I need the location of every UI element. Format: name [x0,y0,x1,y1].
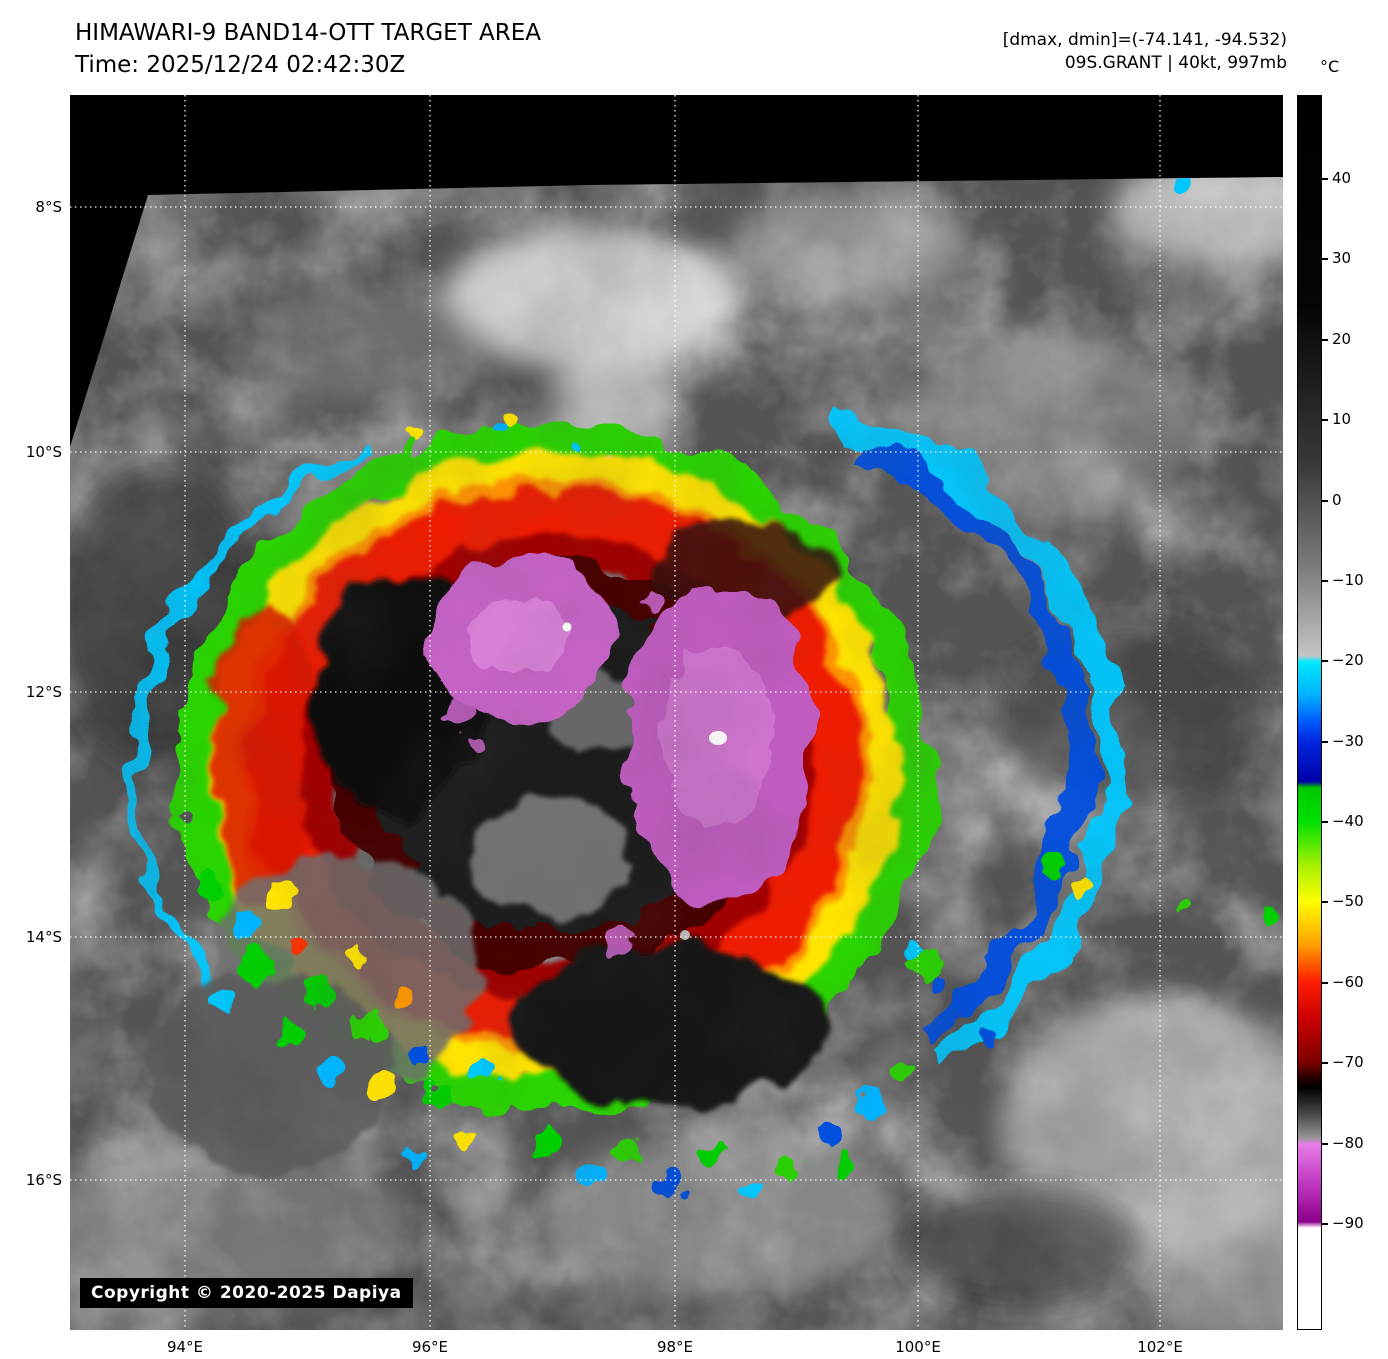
lon-label: 98°E [656,1338,694,1356]
colorbar-tick-label: −10 [1332,571,1364,589]
colorbar-gradient [1297,95,1322,1330]
colorbar-tick-label: 40 [1332,169,1352,187]
gridlines [70,95,1283,1330]
header-right: [dmax, dmin]=(-74.141, -94.532) 09S.GRAN… [1003,29,1287,75]
lat-label: 10°S [25,443,62,461]
product-title: HIMAWARI-9 BAND14-OTT TARGET AREA [75,20,542,46]
colorbar-tick-label: −30 [1332,732,1364,750]
storm-info: 09S.GRANT | 40kt, 997mb [1064,53,1287,73]
colorbar-tick-label: −80 [1332,1134,1364,1152]
colorbar-tick-label: −60 [1332,973,1364,991]
colorbar-tick-label: 30 [1332,249,1352,267]
lon-label: 102°E [1137,1338,1183,1356]
colorbar-tick-label: −20 [1332,651,1364,669]
colorbar-unit: °C [1320,57,1340,76]
lon-label: 96°E [411,1338,449,1356]
lat-label: 16°S [25,1171,62,1189]
satellite-image: Copyright © 2020-2025 Dapiya [70,95,1283,1330]
colorbar-tick-label: −70 [1332,1053,1364,1071]
colorbar-tick-label: −50 [1332,892,1364,910]
copyright-watermark: Copyright © 2020-2025 Dapiya [80,1278,413,1308]
satellite-canvas [70,95,1283,1330]
colorbar-tick-label: −90 [1332,1214,1364,1232]
colorbar-tick-label: 20 [1332,330,1352,348]
timestamp: Time: 2025/12/24 02:42:30Z [75,52,406,78]
colorbar: 40 30 20 10 0 −10 −20 −30 −40 −50 −60 −7… [1297,95,1387,1330]
colorbar-tick-label: 10 [1332,410,1352,428]
lat-label: 12°S [25,683,62,701]
lon-label: 100°E [895,1338,941,1356]
lat-label: 14°S [25,928,62,946]
colorbar-tick-label: 0 [1332,491,1342,509]
image-data-region [70,177,1283,1330]
lat-label: 8°S [35,198,62,216]
dmax-dmin-readout: [dmax, dmin]=(-74.141, -94.532) [1002,30,1287,50]
colorbar-tick-label: −40 [1332,812,1364,830]
lon-label: 94°E [166,1338,204,1356]
